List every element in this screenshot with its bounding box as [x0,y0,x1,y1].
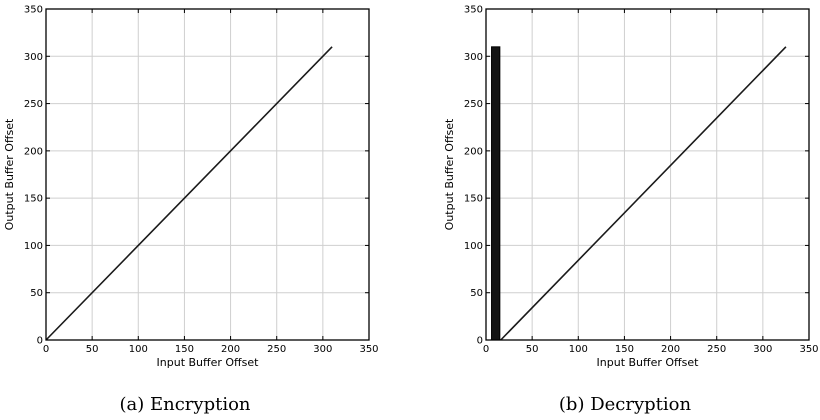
y-tick-label: 200 [24,146,43,157]
panel-encryption: 0 50 100 150 200 250 300 350 0 50 100 150 200 250 300 3… [3,5,379,416]
figure-caption: (a) Encryption [119,394,250,415]
y-tick-label: 50 [30,288,43,299]
series-line [45,46,333,341]
series-line [500,46,787,341]
x-tick-label: 350 [359,344,378,355]
y-tick-label: 250 [24,99,43,110]
y-tick-label: 300 [24,52,43,63]
y-tick-label: 0 [477,336,483,347]
y-axis-label: Output Buffer Offset [443,118,456,230]
y-tick-label: 100 [24,241,43,252]
y-tick-label: 100 [464,241,483,252]
figure-caption: (b) Decryption [559,394,692,415]
x-tick-label: 100 [129,344,148,355]
x-axis-label: Input Buffer Offset [597,356,700,369]
x-tick-label: 300 [753,344,772,355]
x-axis-label: Input Buffer Offset [157,356,260,369]
y-axis-label: Output Buffer Offset [3,118,16,230]
x-tick-label: 350 [799,344,818,355]
x-tick-label: 200 [221,344,240,355]
x-tick-label: 0 [483,344,489,355]
x-tick-label: 0 [43,344,49,355]
y-tick-label: 350 [464,5,483,16]
x-tick-label: 100 [569,344,588,355]
x-tick-label: 50 [86,344,99,355]
y-tick-label: 50 [470,288,483,299]
y-tick-label: 0 [37,336,43,347]
y-tick-label: 150 [24,194,43,205]
y-tick-label: 200 [464,146,483,157]
y-tick-label: 300 [464,52,483,63]
y-tick-label: 350 [24,5,43,16]
x-tick-label: 150 [175,344,194,355]
x-tick-label: 200 [661,344,680,355]
x-tick-label: 50 [526,344,539,355]
plot-frame [45,8,370,341]
y-tick-label: 250 [464,99,483,110]
x-tick-label: 300 [313,344,332,355]
x-tick-label: 150 [615,344,634,355]
x-tick-label: 250 [267,344,286,355]
x-tick-label: 250 [707,344,726,355]
bar [491,46,501,341]
panel-decryption: 0 50 100 150 200 250 300 350 0 50 100 150 200 250 300 3… [443,5,819,416]
plot-frame [485,8,810,341]
y-tick-label: 150 [464,194,483,205]
